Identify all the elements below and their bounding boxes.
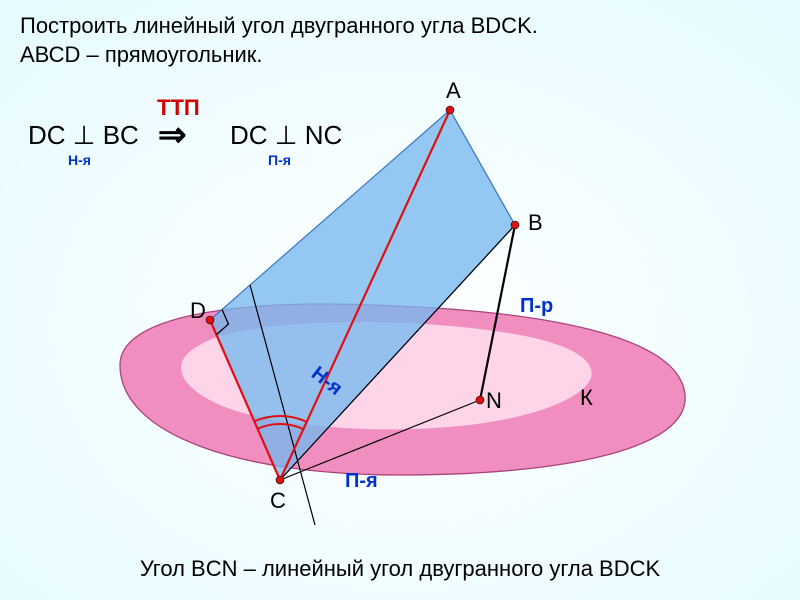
point-label-B: B <box>528 210 543 236</box>
geometry-diagram <box>0 0 800 600</box>
sub-naya: Н-я <box>68 152 91 168</box>
eq1-lhs: DC <box>28 120 66 150</box>
edge-label-pya: П-я <box>345 470 378 493</box>
eq2-lhs: DC <box>230 120 268 150</box>
point-label-K: К <box>580 385 593 411</box>
sub-pya: П-я <box>268 152 291 168</box>
eq1-rhs: BC <box>103 120 139 150</box>
title-line-2: АВСD – прямоугольник. <box>20 41 538 70</box>
perp-symbol-1: ⊥ <box>73 121 96 150</box>
equation-2: DC ⊥ NC <box>230 120 342 151</box>
point-label-A: A <box>446 78 461 104</box>
implies-arrow: ⇒ <box>158 115 187 155</box>
point-label-N: N <box>486 388 502 414</box>
point-label-C: C <box>270 488 286 514</box>
title-line-1: Построить линейный угол двугранного угла… <box>20 12 538 41</box>
eq2-rhs: NC <box>305 120 343 150</box>
problem-title: Построить линейный угол двугранного угла… <box>20 12 538 69</box>
slide-container: Построить линейный угол двугранного угла… <box>0 0 800 600</box>
conclusion-text: Угол BCN – линейный угол двугранного угл… <box>0 556 800 582</box>
perp-symbol-2: ⊥ <box>275 121 298 150</box>
equation-1: DC ⊥ BC <box>28 120 139 151</box>
point-label-D: D <box>190 298 206 324</box>
edge-label-pr: П-р <box>520 295 553 318</box>
